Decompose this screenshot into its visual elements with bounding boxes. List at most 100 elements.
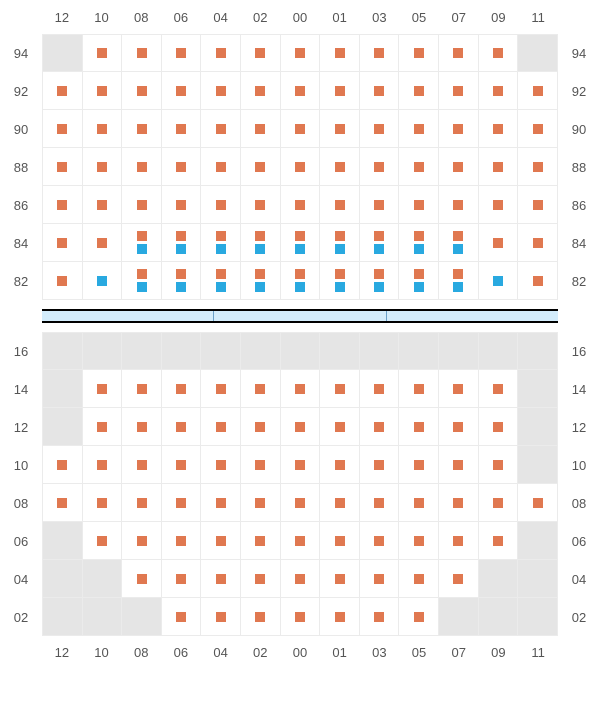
cell[interactable]: [201, 34, 241, 72]
seat-orange[interactable]: [176, 574, 186, 584]
seat-orange[interactable]: [533, 498, 543, 508]
cell[interactable]: [162, 484, 202, 522]
cell[interactable]: [83, 186, 123, 224]
seat-orange[interactable]: [137, 498, 147, 508]
cell[interactable]: [518, 186, 558, 224]
cell[interactable]: [399, 370, 439, 408]
seat-orange[interactable]: [335, 86, 345, 96]
cell[interactable]: [162, 370, 202, 408]
cell[interactable]: [42, 148, 83, 186]
cell[interactable]: [320, 522, 360, 560]
seat-orange[interactable]: [97, 384, 107, 394]
seat-blue[interactable]: [493, 276, 503, 286]
seat-orange[interactable]: [453, 384, 463, 394]
seat-blue[interactable]: [335, 244, 345, 254]
cell[interactable]: [201, 262, 241, 300]
seat-orange[interactable]: [255, 612, 265, 622]
seat-orange[interactable]: [176, 231, 186, 241]
seat-blue[interactable]: [255, 244, 265, 254]
seat-orange[interactable]: [176, 162, 186, 172]
cell[interactable]: [439, 34, 479, 72]
seat-blue[interactable]: [374, 244, 384, 254]
seat-orange[interactable]: [374, 162, 384, 172]
seat-orange[interactable]: [97, 536, 107, 546]
seat-orange[interactable]: [493, 422, 503, 432]
seat-orange[interactable]: [374, 124, 384, 134]
cell[interactable]: [241, 148, 281, 186]
cell[interactable]: [42, 446, 83, 484]
cell[interactable]: [518, 72, 558, 110]
seat-orange[interactable]: [533, 276, 543, 286]
cell[interactable]: [201, 110, 241, 148]
seat-orange[interactable]: [137, 536, 147, 546]
cell[interactable]: [360, 408, 400, 446]
cell[interactable]: [320, 446, 360, 484]
seat-orange[interactable]: [374, 612, 384, 622]
cell[interactable]: [83, 224, 123, 262]
seat-orange[interactable]: [255, 422, 265, 432]
seat-orange[interactable]: [137, 422, 147, 432]
seat-orange[interactable]: [216, 200, 226, 210]
cell[interactable]: [281, 186, 321, 224]
seat-orange[interactable]: [295, 269, 305, 279]
seat-orange[interactable]: [335, 200, 345, 210]
seat-orange[interactable]: [57, 460, 67, 470]
cell[interactable]: [201, 186, 241, 224]
seat-orange[interactable]: [176, 86, 186, 96]
cell[interactable]: [281, 72, 321, 110]
cell[interactable]: [281, 110, 321, 148]
cell[interactable]: [399, 224, 439, 262]
cell[interactable]: [83, 110, 123, 148]
seat-orange[interactable]: [453, 498, 463, 508]
cell[interactable]: [360, 72, 400, 110]
seat-orange[interactable]: [335, 498, 345, 508]
seat-orange[interactable]: [216, 162, 226, 172]
cell[interactable]: [439, 560, 479, 598]
cell[interactable]: [439, 522, 479, 560]
seat-orange[interactable]: [295, 231, 305, 241]
seat-orange[interactable]: [335, 536, 345, 546]
seat-orange[interactable]: [255, 460, 265, 470]
seat-blue[interactable]: [335, 282, 345, 292]
cell[interactable]: [122, 262, 162, 300]
cell[interactable]: [479, 408, 519, 446]
cell[interactable]: [439, 408, 479, 446]
cell[interactable]: [83, 148, 123, 186]
seat-orange[interactable]: [137, 460, 147, 470]
cell[interactable]: [320, 560, 360, 598]
seat-orange[interactable]: [216, 384, 226, 394]
seat-orange[interactable]: [216, 269, 226, 279]
cell[interactable]: [439, 186, 479, 224]
cell[interactable]: [439, 72, 479, 110]
seat-orange[interactable]: [453, 48, 463, 58]
cell[interactable]: [122, 72, 162, 110]
seat-orange[interactable]: [493, 86, 503, 96]
cell[interactable]: [320, 148, 360, 186]
seat-orange[interactable]: [295, 574, 305, 584]
seat-orange[interactable]: [335, 124, 345, 134]
cell[interactable]: [83, 484, 123, 522]
seat-orange[interactable]: [414, 612, 424, 622]
cell[interactable]: [479, 34, 519, 72]
cell[interactable]: [281, 522, 321, 560]
cell[interactable]: [479, 224, 519, 262]
cell[interactable]: [399, 110, 439, 148]
cell[interactable]: [42, 224, 83, 262]
cell[interactable]: [162, 186, 202, 224]
cell[interactable]: [162, 446, 202, 484]
seat-orange[interactable]: [493, 162, 503, 172]
cell[interactable]: [479, 148, 519, 186]
seat-orange[interactable]: [414, 86, 424, 96]
seat-orange[interactable]: [335, 574, 345, 584]
cell[interactable]: [241, 370, 281, 408]
cell[interactable]: [122, 408, 162, 446]
cell[interactable]: [320, 408, 360, 446]
seat-orange[interactable]: [414, 460, 424, 470]
seat-orange[interactable]: [414, 200, 424, 210]
cell[interactable]: [241, 560, 281, 598]
cell[interactable]: [241, 72, 281, 110]
seat-orange[interactable]: [216, 231, 226, 241]
seat-orange[interactable]: [57, 276, 67, 286]
seat-orange[interactable]: [374, 498, 384, 508]
seat-orange[interactable]: [414, 536, 424, 546]
